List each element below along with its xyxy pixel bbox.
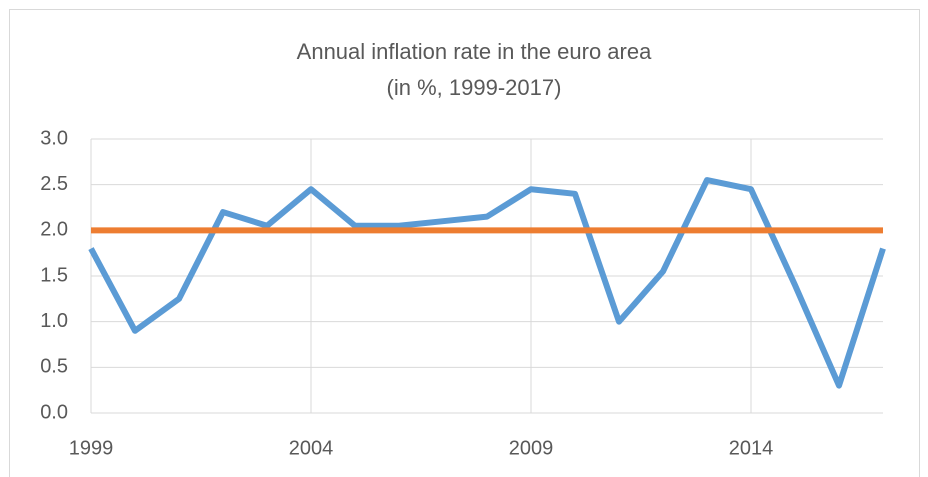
x-tick-label: 1999 <box>69 437 114 459</box>
y-tick-label: 1.5 <box>40 264 68 286</box>
series-line <box>88 177 886 389</box>
chart-subtitle: (in %, 1999-2017) <box>387 75 562 100</box>
x-tick-label: 2009 <box>509 437 554 459</box>
y-tick-label: 2.0 <box>40 219 68 241</box>
y-tick-label: 0.5 <box>40 356 68 378</box>
y-tick-label: 1.0 <box>40 310 68 332</box>
x-tick-label: 2014 <box>729 437 774 459</box>
chart-frame <box>9 9 920 477</box>
x-tick-label: 2004 <box>289 437 334 459</box>
y-tick-label: 3.0 <box>40 127 68 149</box>
y-tick-label: 2.5 <box>40 173 68 195</box>
y-tick-label: 0.0 <box>40 401 68 423</box>
chart-title: Annual inflation rate in the euro area <box>297 39 652 64</box>
